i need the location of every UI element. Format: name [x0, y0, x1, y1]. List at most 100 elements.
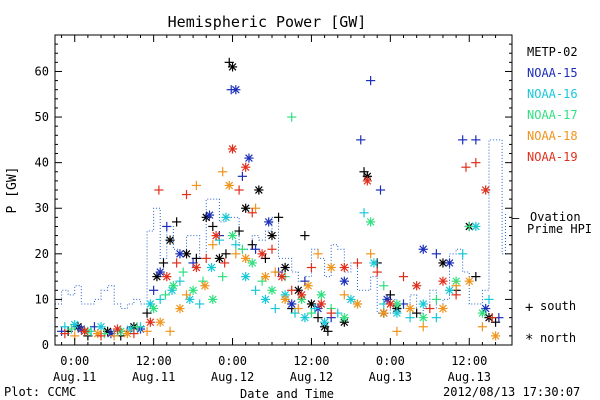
marker-stroke — [176, 304, 184, 313]
south-marker — [464, 221, 474, 232]
south-marker — [477, 322, 488, 332]
south-marker — [221, 249, 231, 259]
north-marker — [405, 303, 415, 314]
x-axis-label: Date and Time — [240, 387, 334, 400]
north-marker — [175, 249, 185, 259]
y-tick-label: 30 — [35, 201, 49, 215]
marker-stroke — [363, 177, 372, 185]
south-marker — [458, 249, 468, 259]
marker-stroke — [412, 281, 421, 290]
marker-stroke — [445, 286, 454, 295]
north-marker — [112, 324, 123, 334]
marker-stroke — [228, 231, 237, 240]
marker-stroke — [228, 145, 237, 153]
north-marker — [168, 281, 178, 291]
marker-stroke — [241, 272, 250, 281]
south-marker — [356, 135, 366, 145]
north-marker — [300, 313, 310, 323]
south-marker — [293, 303, 303, 314]
x-tick-label-time: 12:00 — [136, 354, 172, 368]
south-marker — [172, 217, 182, 227]
south-marker — [287, 285, 297, 295]
north-marker — [339, 313, 349, 323]
marker-stroke — [307, 300, 316, 308]
north-marker — [227, 62, 238, 72]
ovation-label-line2: Prime HPI — [527, 222, 592, 236]
north-marker — [362, 176, 372, 186]
marker-stroke — [176, 249, 184, 258]
north-marker — [277, 272, 287, 282]
north-marker — [260, 294, 271, 305]
south-marker — [231, 249, 241, 259]
south-marker — [250, 285, 261, 295]
south-marker — [398, 272, 409, 282]
north-marker — [185, 294, 195, 305]
north-marker — [280, 294, 290, 305]
south-marker — [359, 208, 369, 218]
legend: METP-02 NOAA-15 NOAA-16 NOAA-17 NOAA-18 NOAA-… — [527, 45, 578, 164]
marker-stroke — [245, 154, 253, 162]
north-marker — [241, 272, 251, 282]
north-marker — [418, 313, 428, 323]
legend-entry-noaa-16: NOAA-16 — [527, 87, 578, 101]
north-marker — [70, 319, 80, 330]
north-marker — [316, 290, 326, 300]
legend-entry-noaa-15: NOAA-15 — [527, 66, 578, 80]
south-marker-label: south — [540, 299, 576, 313]
data-points-layer — [56, 57, 504, 341]
north-marker — [247, 258, 257, 268]
north-marker — [200, 281, 210, 291]
north-marker — [287, 299, 297, 309]
south-marker — [375, 185, 386, 195]
south-marker — [257, 276, 267, 286]
south-marker — [490, 317, 501, 327]
south-marker — [60, 329, 70, 339]
marker-stroke — [439, 277, 447, 286]
north-marker — [418, 244, 428, 254]
north-marker — [155, 267, 165, 277]
marker-stroke — [281, 263, 289, 272]
marker-stroke — [304, 281, 313, 290]
x-tick-label-time: 12:00 — [293, 354, 329, 368]
south-marker — [425, 303, 435, 314]
south-marker — [412, 308, 422, 318]
marker-stroke — [261, 272, 270, 281]
south-marker — [201, 253, 211, 263]
south-marker — [471, 135, 481, 145]
north-marker — [385, 299, 395, 309]
marker-stroke — [192, 263, 201, 272]
marker-stroke — [146, 318, 155, 327]
north-marker — [392, 308, 402, 318]
north-marker — [191, 262, 201, 273]
south-marker — [458, 135, 468, 145]
marker-stroke — [153, 272, 161, 281]
marker-stroke — [465, 277, 474, 286]
marker-stroke — [116, 327, 125, 336]
north-marker — [227, 144, 238, 154]
legend-entry-noaa-19: NOAA-19 — [527, 150, 578, 164]
legend-entry-noaa-18: NOAA-18 — [527, 129, 578, 143]
north-marker — [444, 285, 455, 295]
north-marker — [490, 331, 501, 341]
marker-stroke — [297, 291, 306, 299]
marker-stroke — [439, 259, 447, 267]
marker-stroke — [228, 63, 237, 71]
south-marker — [142, 308, 152, 318]
north-marker — [188, 285, 198, 295]
south-marker — [188, 258, 198, 268]
marker-stroke — [268, 231, 276, 240]
south-marker — [270, 267, 280, 277]
marker-stroke — [340, 263, 349, 272]
north-marker — [211, 230, 221, 241]
marker-stroke — [278, 272, 286, 281]
south-marker — [431, 249, 441, 259]
north-marker — [319, 317, 330, 327]
marker-stroke — [149, 304, 158, 313]
south-marker — [218, 167, 228, 177]
north-marker — [339, 276, 349, 286]
marker-stroke — [258, 249, 266, 258]
marker-stroke — [419, 245, 428, 254]
marker-stroke — [406, 304, 414, 313]
